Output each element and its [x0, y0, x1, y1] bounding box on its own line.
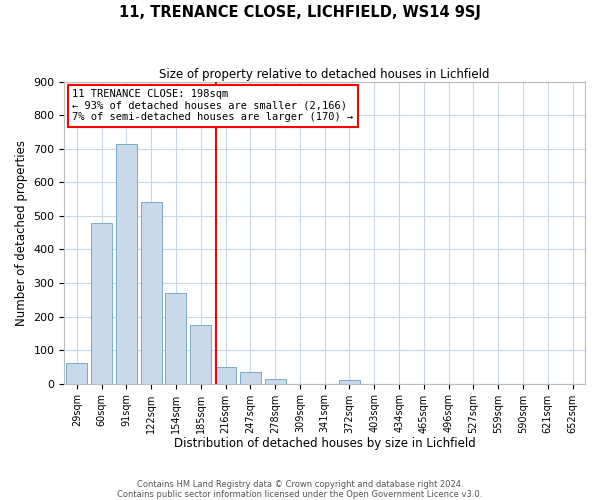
Title: Size of property relative to detached houses in Lichfield: Size of property relative to detached ho…: [160, 68, 490, 80]
Text: 11, TRENANCE CLOSE, LICHFIELD, WS14 9SJ: 11, TRENANCE CLOSE, LICHFIELD, WS14 9SJ: [119, 5, 481, 20]
Text: Contains HM Land Registry data © Crown copyright and database right 2024.
Contai: Contains HM Land Registry data © Crown c…: [118, 480, 482, 499]
Text: 11 TRENANCE CLOSE: 198sqm
← 93% of detached houses are smaller (2,166)
7% of sem: 11 TRENANCE CLOSE: 198sqm ← 93% of detac…: [72, 89, 353, 122]
Bar: [66, 364, 88, 384]
Bar: [339, 380, 360, 384]
Bar: [215, 367, 236, 384]
Bar: [166, 293, 187, 384]
Bar: [240, 372, 261, 384]
Y-axis label: Number of detached properties: Number of detached properties: [15, 140, 28, 326]
X-axis label: Distribution of detached houses by size in Lichfield: Distribution of detached houses by size …: [174, 437, 476, 450]
Bar: [265, 378, 286, 384]
Bar: [91, 222, 112, 384]
Bar: [140, 202, 162, 384]
Bar: [190, 325, 211, 384]
Bar: [116, 144, 137, 384]
